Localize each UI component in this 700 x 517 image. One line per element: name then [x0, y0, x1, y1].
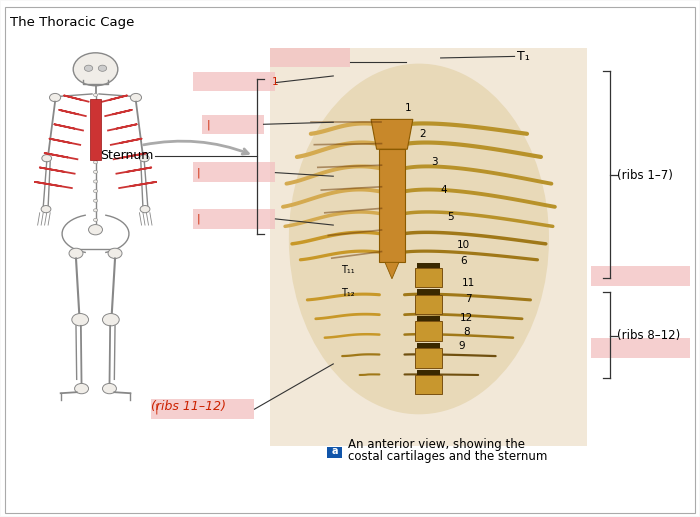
Text: 4: 4: [440, 185, 447, 194]
Circle shape: [41, 206, 51, 212]
Bar: [90, 99, 101, 160]
Bar: [417, 290, 440, 295]
Bar: [270, 48, 587, 446]
Circle shape: [93, 94, 97, 97]
Circle shape: [130, 94, 141, 102]
Circle shape: [93, 132, 97, 135]
Circle shape: [108, 248, 122, 258]
Circle shape: [102, 313, 119, 326]
Text: 11: 11: [461, 278, 475, 287]
Text: 6: 6: [460, 256, 467, 266]
Bar: [415, 268, 442, 287]
Text: The Thoracic Cage: The Thoracic Cage: [10, 16, 134, 29]
Text: 8: 8: [463, 327, 470, 337]
Bar: [193, 209, 275, 229]
Bar: [417, 263, 440, 268]
Text: An anterior view, showing the: An anterior view, showing the: [348, 438, 525, 451]
Circle shape: [93, 180, 97, 183]
Text: |: |: [197, 168, 200, 178]
Text: |: |: [197, 214, 200, 224]
Bar: [591, 338, 690, 358]
Circle shape: [140, 206, 150, 212]
Bar: [379, 149, 405, 262]
Circle shape: [93, 199, 97, 202]
Circle shape: [93, 103, 97, 106]
Text: costal cartilages and the sternum: costal cartilages and the sternum: [348, 450, 547, 463]
Circle shape: [88, 224, 102, 235]
Text: 5: 5: [447, 212, 454, 222]
Bar: [193, 162, 275, 183]
Bar: [415, 348, 442, 368]
Text: T₁: T₁: [517, 50, 530, 63]
Text: 1: 1: [405, 103, 411, 113]
Text: Sternum: Sternum: [100, 149, 153, 162]
Circle shape: [93, 190, 97, 193]
Text: T₁₁: T₁₁: [341, 265, 355, 275]
Circle shape: [50, 94, 61, 102]
Circle shape: [139, 155, 149, 162]
Circle shape: [98, 65, 106, 71]
Text: (ribs 1–7): (ribs 1–7): [617, 169, 673, 181]
Circle shape: [69, 248, 83, 258]
Bar: [417, 370, 440, 375]
Circle shape: [93, 218, 97, 221]
Text: 7: 7: [465, 294, 472, 303]
Bar: [270, 48, 350, 67]
Circle shape: [72, 313, 88, 326]
Circle shape: [75, 384, 88, 394]
Text: (ribs 11–12): (ribs 11–12): [150, 400, 225, 413]
Bar: [151, 400, 255, 419]
Circle shape: [93, 113, 97, 116]
Circle shape: [42, 155, 52, 162]
Circle shape: [93, 170, 97, 173]
Text: 3: 3: [432, 157, 438, 167]
Bar: [415, 375, 442, 394]
Bar: [202, 115, 263, 134]
Polygon shape: [385, 262, 399, 279]
Bar: [417, 316, 440, 322]
Bar: [591, 266, 690, 286]
Text: (ribs 8–12): (ribs 8–12): [617, 329, 680, 342]
Text: 1: 1: [272, 77, 279, 87]
Text: a: a: [331, 446, 338, 457]
Circle shape: [74, 53, 118, 86]
Circle shape: [93, 151, 97, 154]
Circle shape: [85, 65, 92, 71]
Bar: [417, 343, 440, 348]
Circle shape: [93, 209, 97, 212]
Circle shape: [93, 123, 97, 125]
Text: 12: 12: [460, 313, 473, 323]
Text: |: |: [207, 119, 211, 130]
Bar: [415, 295, 442, 314]
Text: 9: 9: [458, 341, 465, 351]
Bar: [193, 72, 275, 92]
Polygon shape: [371, 119, 413, 149]
Bar: [327, 447, 342, 458]
Ellipse shape: [289, 64, 549, 414]
Text: T₁₂: T₁₂: [341, 288, 355, 298]
Bar: [415, 322, 442, 341]
Text: 2: 2: [420, 129, 426, 139]
Circle shape: [93, 161, 97, 164]
Circle shape: [102, 384, 116, 394]
Text: |: |: [155, 404, 158, 415]
Text: 10: 10: [456, 239, 470, 250]
Circle shape: [93, 142, 97, 145]
